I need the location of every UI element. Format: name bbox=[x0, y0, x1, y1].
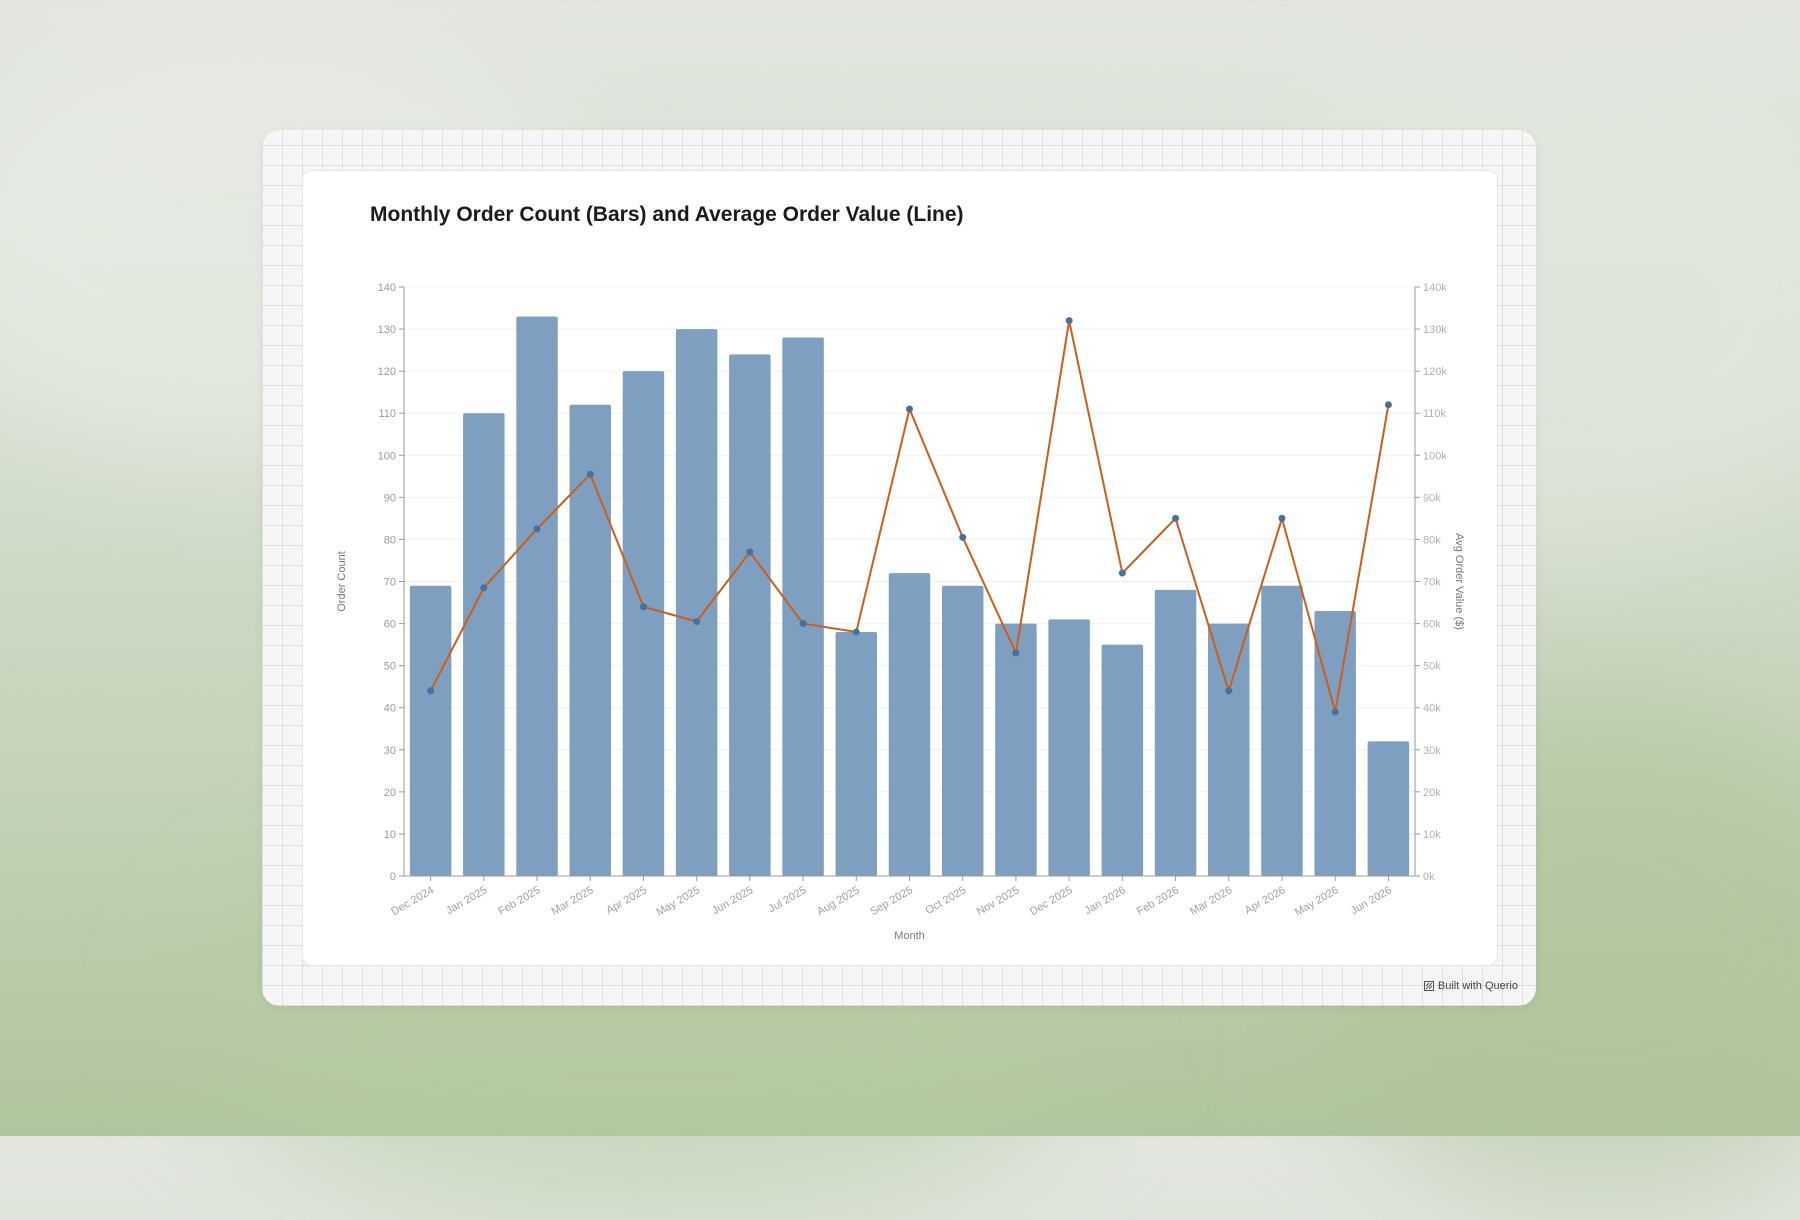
bar bbox=[1048, 619, 1090, 876]
bar bbox=[463, 413, 505, 876]
y-tick-label: 70 bbox=[384, 577, 396, 589]
line-point bbox=[1012, 649, 1020, 657]
y2-tick-label: 60k bbox=[1423, 619, 1441, 631]
y-tick-label: 130 bbox=[378, 324, 396, 336]
querio-logo-icon bbox=[1423, 981, 1434, 991]
line-point bbox=[1278, 514, 1286, 522]
bar bbox=[516, 316, 558, 876]
x-tick-label: Nov 2025 bbox=[975, 884, 1022, 918]
y2-tick-label: 100k bbox=[1423, 450, 1447, 462]
badge-label: Built with Querio bbox=[1437, 980, 1518, 992]
line-point bbox=[1065, 317, 1073, 325]
y2-tick-label: 30k bbox=[1423, 745, 1441, 757]
x-tick-label: Feb 2025 bbox=[496, 884, 542, 918]
x-tick-label: Mar 2025 bbox=[549, 884, 595, 918]
x-tick-label: Oct 2025 bbox=[924, 884, 969, 917]
y2-tick-label: 140k bbox=[1423, 282, 1447, 294]
bar bbox=[729, 354, 771, 876]
line-point bbox=[906, 405, 913, 413]
y2-axis-title: Avg Order Value ($) bbox=[1453, 533, 1465, 630]
y2-tick-label: 90k bbox=[1423, 492, 1441, 504]
combo-chart: 0 10 20 30 40 50 60 70 80 90 100 110 120 130 140 0k 10k 2… bbox=[336, 282, 1465, 942]
y2-tick-label: 80k bbox=[1423, 534, 1441, 546]
line-point bbox=[1384, 401, 1392, 409]
line-point bbox=[586, 470, 594, 478]
line-point bbox=[639, 603, 647, 611]
y-tick-label: 50 bbox=[384, 661, 396, 673]
x-tick-label: Jan 2025 bbox=[444, 884, 489, 917]
bar bbox=[569, 404, 611, 876]
y-tick-label: 40 bbox=[384, 703, 396, 715]
line-point bbox=[746, 548, 754, 556]
line-point bbox=[1118, 569, 1126, 577]
y2-tick-label: 20k bbox=[1423, 787, 1441, 799]
chart-title: Monthly Order Count (Bars) and Average O… bbox=[370, 203, 964, 226]
y-tick-label: 80 bbox=[384, 534, 396, 546]
y2-tick-label: 50k bbox=[1423, 661, 1441, 673]
built-with-badge[interactable]: Built with Querio bbox=[1423, 980, 1518, 992]
bar bbox=[1314, 610, 1356, 876]
x-tick-label: Feb 2026 bbox=[1135, 884, 1181, 918]
line-point bbox=[852, 628, 860, 636]
line-point bbox=[1225, 687, 1233, 695]
bar bbox=[888, 573, 931, 876]
y2-tick-label: 70k bbox=[1423, 577, 1441, 589]
y-tick-label: 90 bbox=[384, 492, 396, 504]
bar bbox=[1367, 741, 1410, 876]
bar bbox=[1261, 585, 1303, 876]
line-point bbox=[1331, 708, 1339, 716]
y-tick-label: 0 bbox=[390, 871, 396, 883]
bar bbox=[1208, 623, 1250, 876]
y-tick-label: 60 bbox=[384, 619, 396, 631]
bar bbox=[1154, 589, 1197, 876]
x-tick-label: Jun 2026 bbox=[1349, 884, 1394, 917]
y-tick-label: 120 bbox=[378, 366, 396, 378]
line-point bbox=[427, 687, 435, 695]
x-tick-label: May 2025 bbox=[654, 884, 702, 919]
x-tick-label: Mar 2026 bbox=[1188, 884, 1234, 918]
y-tick-label: 30 bbox=[384, 745, 396, 757]
bar bbox=[1101, 644, 1144, 876]
x-tick-label: Apr 2026 bbox=[1243, 884, 1288, 917]
line-point bbox=[959, 533, 967, 541]
bar bbox=[995, 623, 1037, 876]
y2-tick-label: 110k bbox=[1423, 408, 1447, 420]
chart-card: Monthly Order Count (Bars) and Average O… bbox=[302, 170, 1498, 966]
x-tick-label: Jul 2025 bbox=[767, 884, 809, 915]
y2-tick-label: 40k bbox=[1423, 703, 1441, 715]
line-point bbox=[533, 525, 541, 533]
x-tick-label: Jun 2025 bbox=[710, 884, 755, 917]
bar bbox=[941, 585, 984, 876]
y2-tick-label: 120k bbox=[1423, 366, 1447, 378]
y-tick-label: 10 bbox=[384, 829, 396, 841]
bar bbox=[835, 631, 878, 876]
bar bbox=[622, 371, 665, 876]
x-tick-label: Sep 2025 bbox=[868, 884, 915, 918]
line-point bbox=[799, 620, 807, 628]
y2-tick-label: 130k bbox=[1423, 324, 1447, 336]
y2-tick-label: 0k bbox=[1423, 871, 1435, 883]
x-tick-label: Dec 2025 bbox=[1028, 884, 1075, 918]
y-tick-label: 110 bbox=[378, 408, 396, 420]
bar bbox=[675, 329, 718, 876]
dashboard-frame: Monthly Order Count (Bars) and Average O… bbox=[262, 130, 1536, 1006]
x-tick-label: May 2026 bbox=[1293, 884, 1341, 919]
y2-tick-label: 10k bbox=[1423, 829, 1441, 841]
y-tick-label: 20 bbox=[384, 787, 396, 799]
x-tick-label: Apr 2025 bbox=[604, 884, 649, 917]
x-axis-title: Month bbox=[894, 930, 925, 942]
y-tick-label: 100 bbox=[378, 450, 396, 462]
line-point bbox=[1172, 514, 1180, 522]
y-tick-label: 140 bbox=[378, 282, 396, 294]
y-axis-title: Order Count bbox=[336, 551, 348, 612]
x-tick-label: Aug 2025 bbox=[815, 884, 862, 918]
line-point bbox=[480, 584, 488, 592]
x-tick-label: Dec 2024 bbox=[389, 884, 436, 918]
x-tick-label: Jan 2026 bbox=[1083, 884, 1128, 917]
bar bbox=[782, 337, 824, 876]
bar bbox=[409, 585, 452, 876]
line-point bbox=[693, 617, 701, 625]
